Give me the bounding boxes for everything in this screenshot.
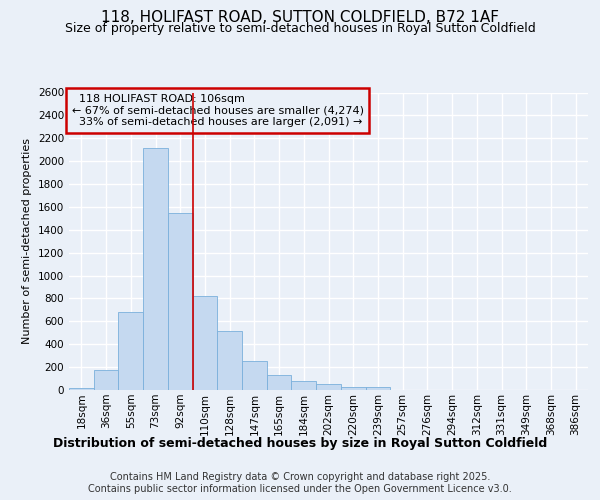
Bar	[143, 148, 168, 390]
Bar	[365, 387, 390, 390]
Bar	[292, 382, 316, 390]
Text: Contains HM Land Registry data © Crown copyright and database right 2025.
Contai: Contains HM Land Registry data © Crown c…	[88, 472, 512, 494]
Bar	[118, 312, 143, 390]
Bar	[217, 331, 242, 390]
Text: 118, HOLIFAST ROAD, SUTTON COLDFIELD, B72 1AF: 118, HOLIFAST ROAD, SUTTON COLDFIELD, B7…	[101, 10, 499, 25]
Bar	[242, 361, 267, 390]
Bar	[69, 388, 94, 390]
Bar	[316, 384, 341, 390]
Text: Distribution of semi-detached houses by size in Royal Sutton Coldfield: Distribution of semi-detached houses by …	[53, 438, 547, 450]
Bar	[267, 375, 292, 390]
Y-axis label: Number of semi-detached properties: Number of semi-detached properties	[22, 138, 32, 344]
Bar	[341, 387, 365, 390]
Text: 118 HOLIFAST ROAD: 106sqm
← 67% of semi-detached houses are smaller (4,274)
  33: 118 HOLIFAST ROAD: 106sqm ← 67% of semi-…	[71, 94, 364, 127]
Bar	[94, 370, 118, 390]
Bar	[193, 296, 217, 390]
Text: Size of property relative to semi-detached houses in Royal Sutton Coldfield: Size of property relative to semi-detach…	[65, 22, 535, 35]
Bar	[168, 212, 193, 390]
